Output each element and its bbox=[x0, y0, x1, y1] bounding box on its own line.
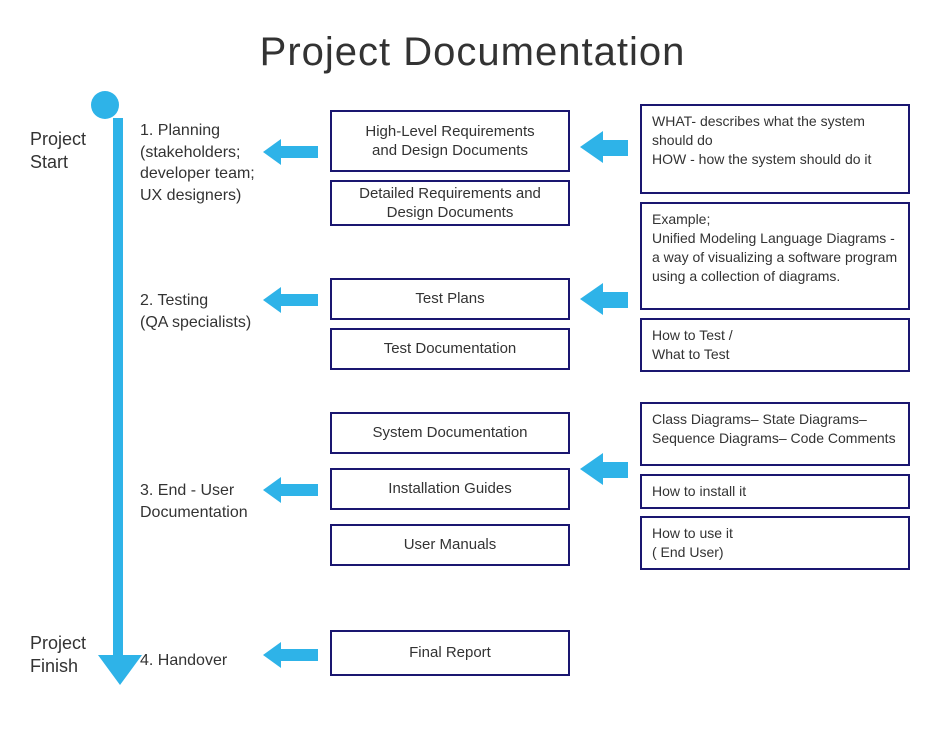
timeline-arrowhead bbox=[98, 655, 142, 685]
doc-box-5: System Documentation bbox=[330, 412, 570, 454]
desc-box-1: WHAT- describes what the system should d… bbox=[640, 104, 910, 194]
arrow-mid-2 bbox=[580, 287, 628, 313]
desc-box-6: How to use it ( End User) bbox=[640, 516, 910, 570]
doc-box-3: Test Plans bbox=[330, 278, 570, 320]
phase-label-2: 2. Testing (QA specialists) bbox=[140, 290, 260, 333]
phase-label-4: 4. Handover bbox=[140, 650, 260, 672]
desc-box-4: Class Diagrams– State Diagrams– Sequence… bbox=[640, 402, 910, 466]
doc-box-8: Final Report bbox=[330, 630, 570, 676]
doc-box-1: High-Level Requirements and Design Docum… bbox=[330, 110, 570, 172]
doc-box-4: Test Documentation bbox=[330, 328, 570, 370]
desc-box-3: How to Test / What to Test bbox=[640, 318, 910, 372]
doc-box-7: User Manuals bbox=[330, 524, 570, 566]
desc-box-2: Example; Unified Modeling Language Diagr… bbox=[640, 202, 910, 310]
arrow-mid-3 bbox=[580, 457, 628, 483]
arrow-mid-1 bbox=[580, 135, 628, 161]
arrow-phase-3 bbox=[263, 480, 318, 500]
timeline-finish-label: Project Finish bbox=[30, 632, 86, 679]
phase-label-1: 1. Planning (stakeholders; developer tea… bbox=[140, 120, 260, 206]
doc-box-6: Installation Guides bbox=[330, 468, 570, 510]
phase-label-3: 3. End - User Documentation bbox=[140, 480, 260, 523]
timeline-start-label: Project Start bbox=[30, 128, 86, 175]
page-title: Project Documentation bbox=[0, 30, 945, 75]
timeline-start-dot bbox=[91, 91, 119, 119]
doc-box-2: Detailed Requirements and Design Documen… bbox=[330, 180, 570, 226]
arrow-phase-1 bbox=[263, 142, 318, 162]
arrow-phase-4 bbox=[263, 645, 318, 665]
desc-box-5: How to install it bbox=[640, 474, 910, 509]
timeline-line bbox=[113, 118, 123, 658]
arrow-phase-2 bbox=[263, 290, 318, 310]
